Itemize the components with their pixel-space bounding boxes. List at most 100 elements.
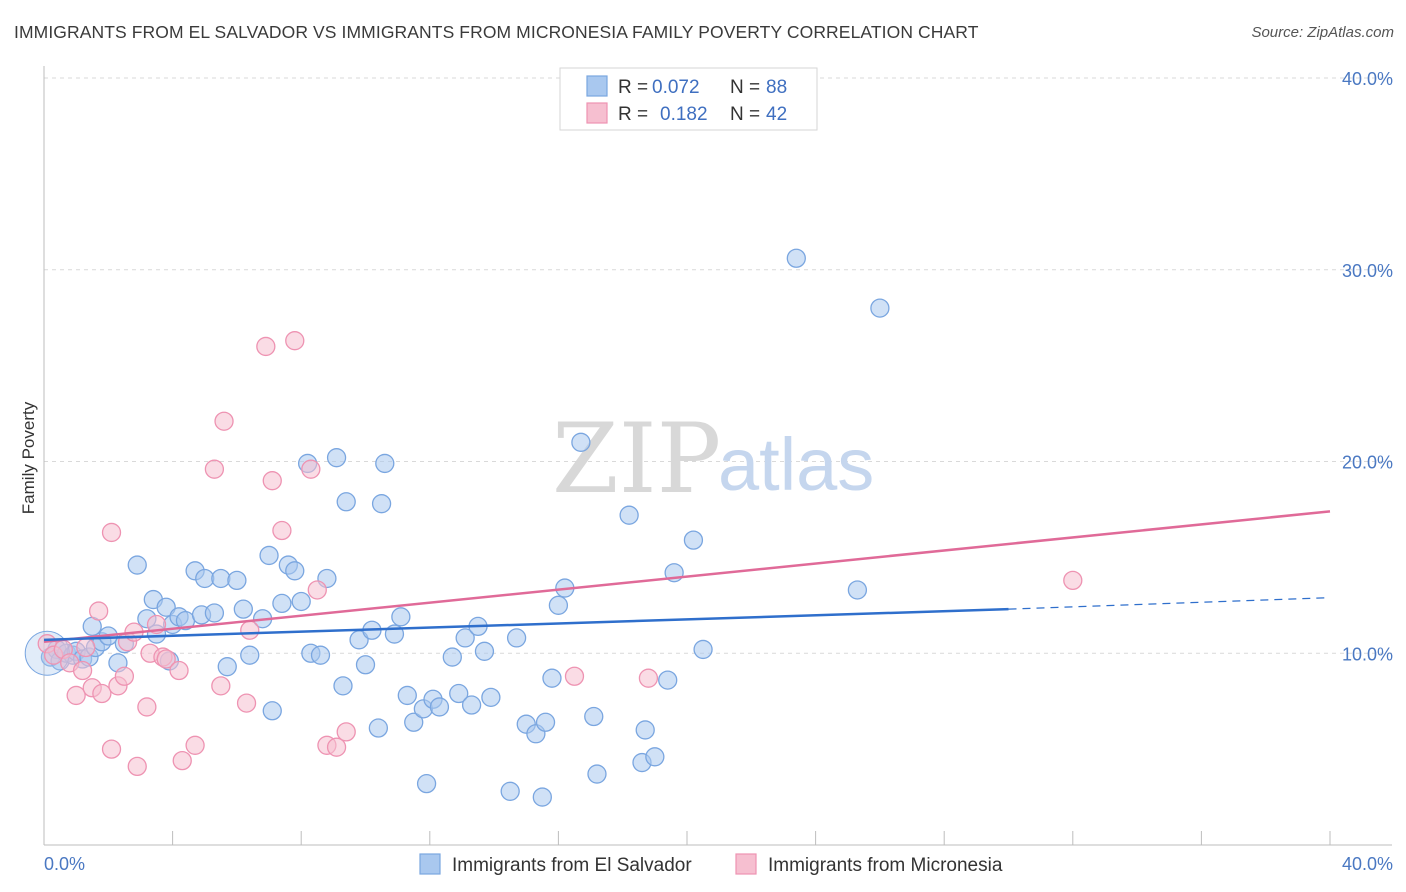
point-el-salvador xyxy=(786,248,806,268)
point-el-salvador xyxy=(371,494,392,514)
point-el-salvador xyxy=(227,570,247,591)
point-el-salvador xyxy=(442,647,462,667)
point-el-salvador xyxy=(333,676,353,696)
axes xyxy=(43,66,1392,846)
point-micronesia xyxy=(1063,570,1083,591)
point-el-salvador xyxy=(683,530,704,550)
point-micronesia xyxy=(172,750,192,771)
point-micronesia xyxy=(262,471,282,491)
point-micronesia xyxy=(285,331,305,351)
point-el-salvador xyxy=(870,298,890,318)
point-micronesia xyxy=(89,601,109,621)
point-micronesia xyxy=(114,666,135,686)
point-micronesia xyxy=(326,737,347,757)
point-el-salvador xyxy=(461,695,482,715)
point-el-salvador xyxy=(416,773,437,794)
point-micronesia xyxy=(564,666,585,686)
point-el-salvador xyxy=(506,628,527,648)
y-tick-label: 20.0% xyxy=(1342,453,1393,473)
point-el-salvador xyxy=(693,639,713,660)
series-el-salvador-points xyxy=(24,248,890,807)
point-micronesia xyxy=(204,459,225,479)
trend-line-el-salvador xyxy=(43,607,1009,642)
point-el-salvador xyxy=(310,645,331,665)
legend-r-value-pink: 0.182 xyxy=(660,104,708,125)
legend-r-label-pink: R = xyxy=(618,104,648,125)
point-el-salvador xyxy=(455,628,475,648)
series-legend-swatch-pink xyxy=(735,853,757,875)
y-tick-labels: 10.0% 20.0% 30.0% 40.0% xyxy=(1342,69,1393,664)
point-el-salvador xyxy=(217,657,237,677)
y-tick-label: 30.0% xyxy=(1342,261,1393,281)
point-el-salvador xyxy=(548,595,569,615)
legend: R = 0.072 N = 88 R = 0.182 N = 42 xyxy=(559,67,818,131)
point-micronesia xyxy=(185,735,205,755)
point-el-salvador xyxy=(375,453,395,474)
x-tick-labels: 0.0% 40.0% xyxy=(44,854,1393,874)
series-legend-label-pink: Immigrants from Micronesia xyxy=(768,855,1003,876)
point-micronesia xyxy=(66,685,86,706)
point-el-salvador xyxy=(262,701,282,721)
legend-r-label-blue: R = xyxy=(618,77,648,98)
trend-lines xyxy=(43,510,1331,643)
point-el-salvador xyxy=(542,668,562,688)
grid-lines xyxy=(44,77,1392,654)
point-el-salvador xyxy=(481,687,501,708)
point-el-salvador xyxy=(195,568,215,589)
watermark-atlas: atlas xyxy=(718,423,874,506)
legend-n-value-pink: 42 xyxy=(766,104,787,125)
point-el-salvador xyxy=(474,641,495,661)
legend-swatch-pink xyxy=(586,102,608,124)
point-el-salvador xyxy=(532,787,552,807)
series-legend: Immigrants from El Salvador Immigrants f… xyxy=(419,853,1003,876)
point-micronesia xyxy=(638,668,659,688)
point-micronesia xyxy=(307,580,327,600)
watermark: ZIP atlas xyxy=(552,403,874,515)
point-el-salvador xyxy=(204,603,225,623)
point-micronesia xyxy=(336,722,356,742)
point-el-salvador xyxy=(259,545,279,566)
point-el-salvador xyxy=(291,591,311,612)
point-el-salvador xyxy=(156,597,176,617)
chart-source: Source: ZipAtlas.com xyxy=(1251,24,1394,41)
y-tick-label: 10.0% xyxy=(1342,644,1393,664)
point-micronesia xyxy=(214,411,234,431)
point-el-salvador xyxy=(584,706,604,727)
point-micronesia xyxy=(156,649,176,669)
x-tick-label: 0.0% xyxy=(44,854,85,874)
point-el-salvador xyxy=(233,599,253,619)
point-micronesia xyxy=(301,459,321,479)
point-el-salvador xyxy=(397,685,417,706)
point-micronesia xyxy=(236,693,257,713)
point-micronesia xyxy=(137,697,157,717)
series-legend-label-blue: Immigrants from El Salvador xyxy=(452,855,692,876)
y-axis-label: Family Poverty xyxy=(19,401,38,514)
chart-title: IMMIGRANTS FROM EL SALVADOR VS IMMIGRANT… xyxy=(14,22,979,42)
legend-n-value-blue: 88 xyxy=(766,77,787,98)
point-el-salvador xyxy=(587,764,607,784)
y-tick-label: 40.0% xyxy=(1342,69,1393,89)
point-micronesia xyxy=(169,660,189,681)
point-el-salvador xyxy=(571,432,591,452)
point-micronesia xyxy=(101,739,122,759)
point-el-salvador xyxy=(847,580,868,600)
x-tick-label: 40.0% xyxy=(1342,854,1393,874)
point-el-salvador xyxy=(391,607,411,627)
watermark-zip: ZIP xyxy=(552,403,721,515)
point-micronesia xyxy=(101,522,122,543)
point-el-salvador xyxy=(285,561,305,581)
point-micronesia xyxy=(240,620,260,640)
point-el-salvador xyxy=(635,720,655,740)
point-el-salvador xyxy=(368,718,389,738)
series-legend-swatch-blue xyxy=(419,853,441,875)
legend-n-label-blue: N = xyxy=(730,77,760,98)
point-micronesia xyxy=(211,676,231,696)
point-el-salvador xyxy=(211,568,231,589)
point-el-salvador xyxy=(355,655,376,675)
point-el-salvador xyxy=(404,712,424,732)
point-micronesia xyxy=(92,683,112,704)
point-el-salvador xyxy=(645,747,665,767)
legend-r-value-blue: 0.072 xyxy=(652,77,700,98)
point-micronesia xyxy=(272,520,292,541)
